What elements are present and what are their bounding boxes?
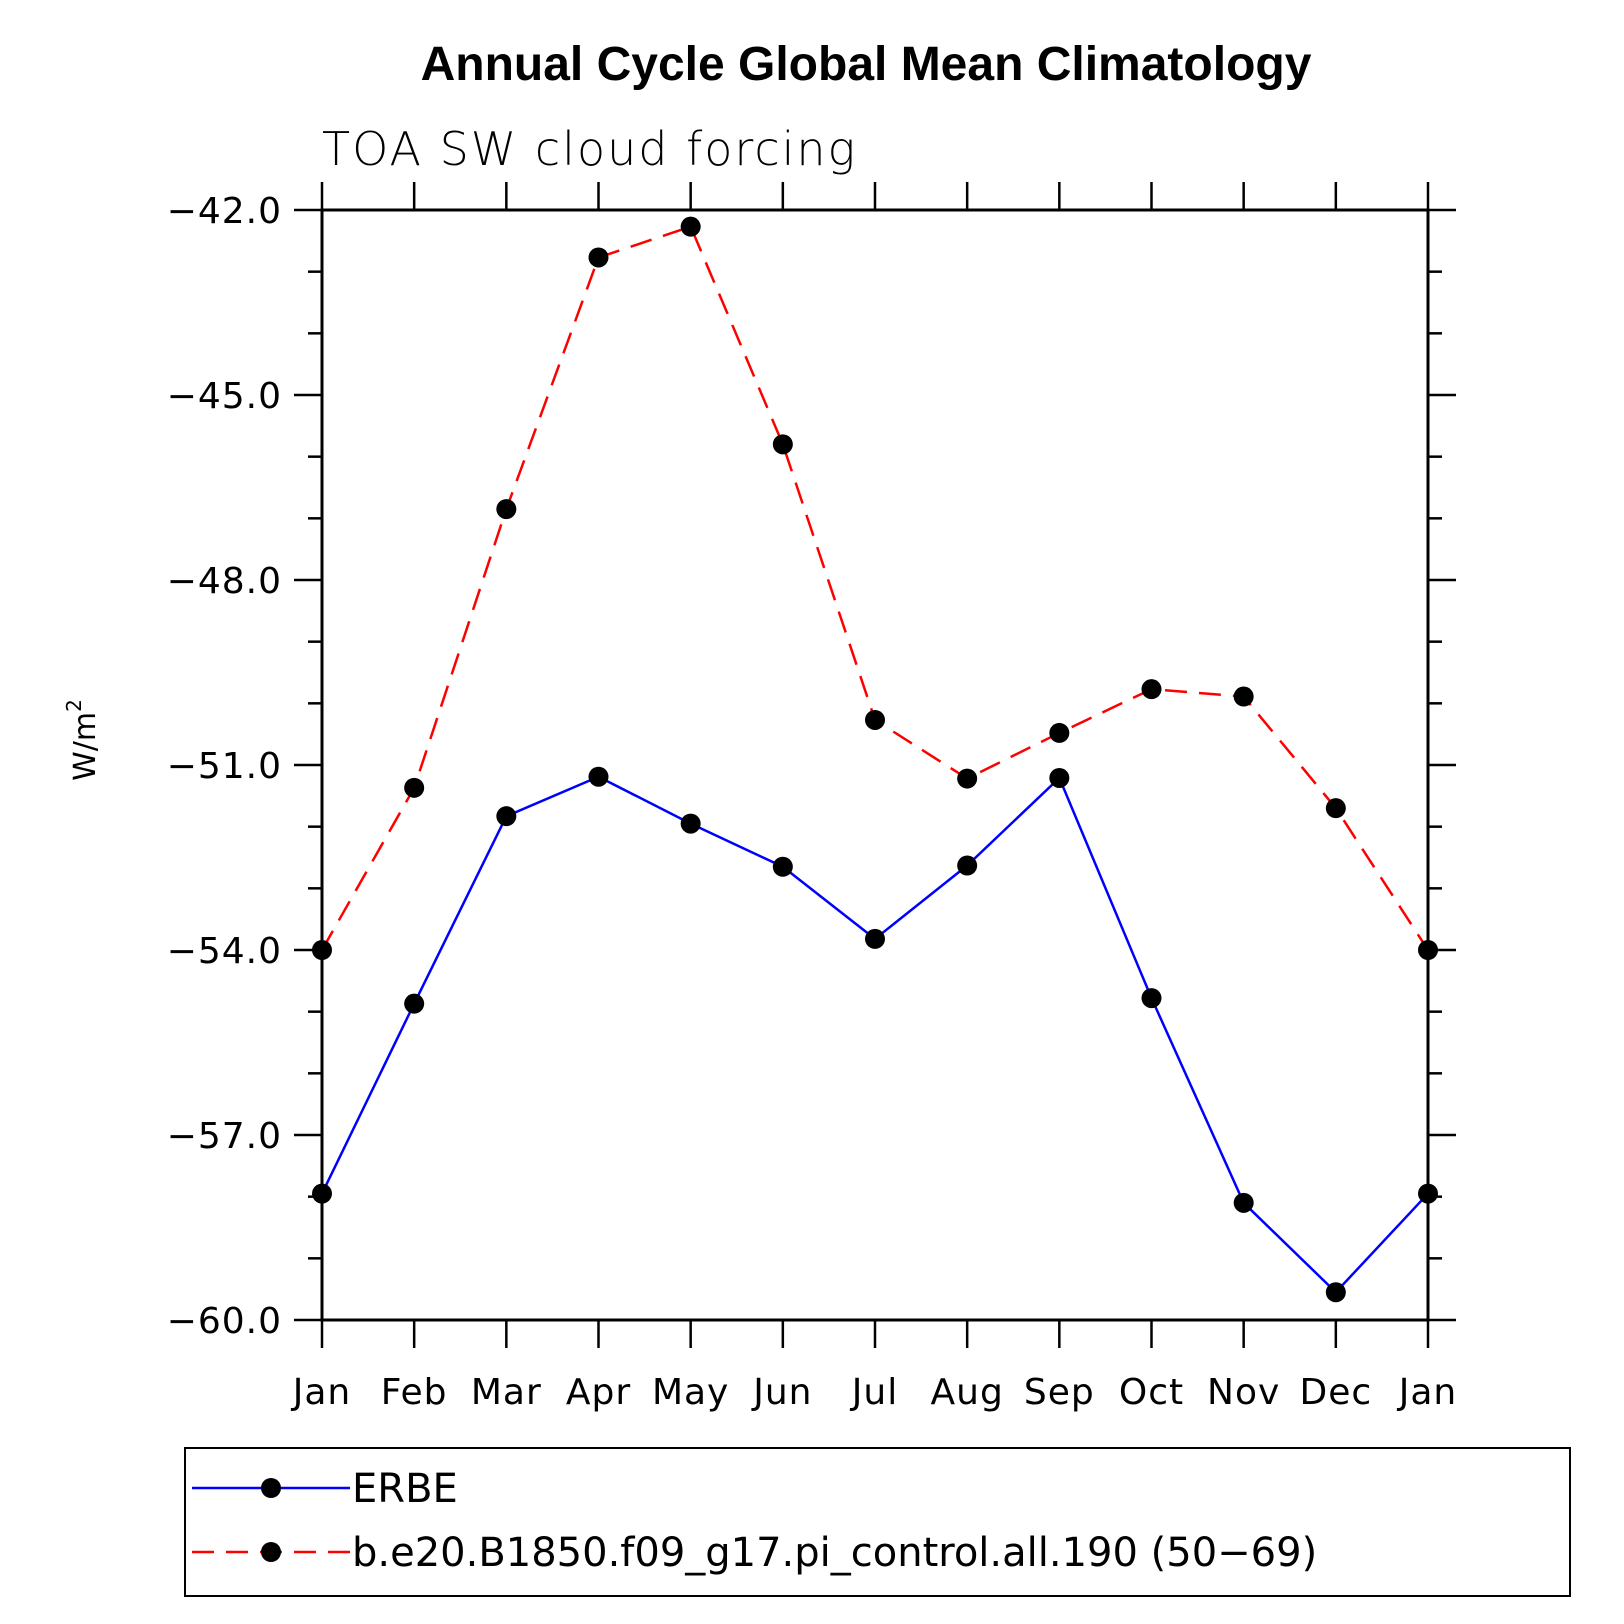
x-tick-label: Sep [1024,1372,1095,1413]
y-axis-label: W/m2 [62,699,103,781]
y-axis-label-superscript: 2 [62,699,86,712]
data-point [1418,1183,1438,1204]
y-tick-labels: −42.0 −45.0 −48.0 −51.0 −54.0 −57.0 −60.0 [167,191,282,1342]
data-point [404,777,425,798]
y-tick-label: −57.0 [167,1116,282,1157]
series-layer [312,216,1438,1303]
x-tick-label: Nov [1207,1372,1280,1413]
data-point [1233,1192,1254,1213]
data-point [680,216,701,237]
x-tick-label: Feb [381,1372,448,1413]
chart-subtitle: TOA SW cloud forcing [322,122,857,176]
x-tick-label: Dec [1299,1372,1372,1413]
data-point [404,993,425,1014]
y-tick-label: −42.0 [167,191,282,232]
x-tick-labels: Jan Feb Mar Apr May Jun Jul Aug Sep Oct Nov Dec Jan [291,1372,1458,1413]
data-point [588,766,609,787]
legend: ERBE b.e20.B1850.f09_g17.pi_control.all.1… [184,1447,1571,1597]
data-point [1325,798,1346,819]
data-point [312,940,332,960]
x-tick-label: Apr [566,1372,631,1413]
x-tick-label: Jan [1397,1372,1458,1413]
x-tick-label: Jun [751,1372,812,1413]
series-line-0 [320,775,1429,1295]
data-point [1418,940,1438,960]
data-point [1141,679,1162,700]
data-point [312,1183,332,1204]
svg-text:W/m2: W/m2 [62,699,103,781]
legend-marker [261,1542,281,1562]
data-point [1049,722,1070,743]
y-tick-label: −51.0 [167,746,282,787]
legend-label: b.e20.B1850.f09_g17.pi_control.all.190 (… [352,1530,1317,1576]
data-point [1325,1282,1346,1303]
axis-ticks [294,182,1456,1348]
data-point [772,856,793,877]
data-point [957,768,978,789]
y-tick-label: −54.0 [167,931,282,972]
legend-marker [261,1478,281,1498]
data-point [772,434,793,455]
data-point [1049,767,1070,788]
data-point [588,247,609,268]
series-line-1 [320,225,1430,951]
x-tick-label: May [652,1372,729,1413]
data-point [496,499,517,520]
x-tick-label: Jul [850,1372,898,1413]
chart-title: Annual Cycle Global Mean Climatology [421,38,1312,91]
data-point [865,709,885,730]
y-axis-label-text: W/m [68,712,103,781]
data-point [496,806,517,827]
x-tick-label: Oct [1119,1372,1184,1413]
data-point [865,928,885,949]
x-tick-label: Jan [291,1372,352,1413]
y-tick-label: −45.0 [167,376,282,417]
x-tick-label: Mar [471,1372,542,1413]
data-point [957,855,978,876]
y-tick-label: −60.0 [167,1301,282,1342]
data-point [1141,988,1162,1009]
y-tick-label: −48.0 [167,561,282,602]
data-point [680,813,701,834]
legend-box [184,1447,1571,1597]
legend-label: ERBE [352,1466,458,1512]
plot-frame [320,208,1430,1322]
data-point [1233,686,1254,707]
x-tick-label: Aug [931,1372,1004,1413]
